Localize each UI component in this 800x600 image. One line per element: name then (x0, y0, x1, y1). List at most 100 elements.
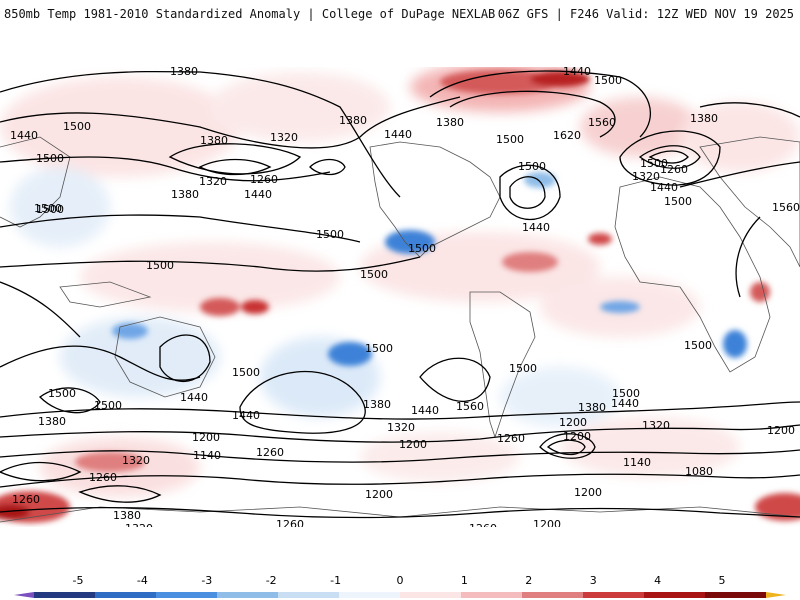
colorbar-segment (34, 592, 96, 598)
map-title: 850mb Temp 1981-2010 Standardized Anomal… (4, 7, 496, 21)
contour-label: 1380 (578, 401, 606, 414)
contour-label: 1500 (94, 399, 122, 412)
colorbar-segment (522, 592, 584, 598)
contour-label: 1380 (38, 415, 66, 428)
contour-label: 1320 (122, 454, 150, 467)
colorbar-segment (156, 592, 218, 598)
colorbar-tick-label: 1 (461, 574, 468, 587)
model-run-label: 06Z GFS | F246 Valid: 12Z WED NOV 19 202… (497, 7, 794, 21)
contour-label: 1440 (563, 67, 591, 78)
contour-label: 1200 (365, 488, 393, 501)
colorbar-max-arrow (766, 592, 786, 598)
colorbar-tick-label: 5 (719, 574, 726, 587)
colorbar-tick-label: 0 (397, 574, 404, 587)
contour-label: 1200 (563, 430, 591, 443)
contour-labels: 1380 1380 1440 1500 1500 1380 1320 1380 … (10, 67, 800, 527)
north-america-coast (369, 141, 501, 258)
contour-label: 1380 (170, 67, 198, 78)
south-america-coast (469, 291, 536, 439)
contour-label: 1200 (533, 518, 561, 527)
europe-africa-coast (614, 176, 771, 373)
contour-label: 1440 (384, 128, 412, 141)
contour-label: 1620 (553, 129, 581, 142)
contour-label: 1320 (632, 170, 660, 183)
colorbar-tick-label: -1 (330, 574, 341, 587)
anomaly-shading (0, 67, 800, 523)
contour-label: 1440 (411, 404, 439, 417)
colorbar-tick-label: 2 (525, 574, 532, 587)
colorbar-tick-label: -2 (266, 574, 277, 587)
contour-label: 1440 (650, 181, 678, 194)
contour-label: 1500 (316, 228, 344, 241)
contour-label: 1500 (518, 160, 546, 173)
contour-label: 1440 (522, 221, 550, 234)
contour-label: 1200 (767, 424, 795, 437)
contour-label: 1440 (180, 391, 208, 404)
header: 850mb Temp 1981-2010 Standardized Anomal… (0, 0, 800, 30)
contour-label: 1140 (193, 449, 221, 462)
contour-label: 1500 (232, 366, 260, 379)
australia-coast (114, 316, 216, 398)
contour-label: 1500 (63, 120, 91, 133)
contour-label: 1500 (408, 242, 436, 255)
contour-label: 1260 (250, 173, 278, 186)
contour-label: 1380 (363, 398, 391, 411)
contour-label: 1140 (623, 456, 651, 469)
contour-label: 1500 (496, 133, 524, 146)
contour-label: 1320 (387, 421, 415, 434)
contour-label: 1260 (497, 432, 525, 445)
contour-label: 1380 (200, 134, 228, 147)
contour-label: 1500 (612, 387, 640, 400)
indonesia-coast (59, 281, 152, 308)
contour-label: 1440 (232, 409, 260, 422)
contour-label: 1320 (642, 419, 670, 432)
contour-label: 1380 (690, 112, 718, 125)
asia-west-coast (0, 136, 71, 228)
contour-label: 1500 (48, 387, 76, 400)
colorbar-tick-label: -5 (73, 574, 84, 587)
contour-label: 1500 (365, 342, 393, 355)
height-contours (0, 70, 800, 519)
colorbar-tick-label: 3 (590, 574, 597, 587)
colorbar-segment (278, 592, 340, 598)
contour-label: 1560 (772, 201, 800, 214)
contour-label: 1260 (276, 518, 304, 527)
colorbar-tick-label: -3 (201, 574, 212, 587)
contour-label: 1500 (36, 203, 64, 216)
asia-coast (699, 136, 800, 268)
colorbar-segment (339, 592, 401, 598)
colorbar-tick-label: 4 (654, 574, 661, 587)
colorbar-min-arrow (14, 592, 34, 598)
contour-label: 1260 (256, 446, 284, 459)
contour-label: 1320 (125, 522, 153, 527)
colorbar-segment (583, 592, 645, 598)
contour-label: 1260 (89, 471, 117, 484)
contour-label: 1500 (34, 202, 62, 215)
contour-label: 1560 (588, 116, 616, 129)
contour-label: 1260 (469, 522, 497, 527)
colorbar: -5 -4 -3 -2 -1 0 1 2 3 4 5 (14, 574, 786, 598)
colorbar-segment (95, 592, 157, 598)
contour-label: 1200 (559, 416, 587, 429)
contour-label: 1500 (36, 152, 64, 165)
colorbar-segment (461, 592, 523, 598)
contour-label: 1380 (436, 116, 464, 129)
colorbar-segment (644, 592, 706, 598)
contour-label: 1500 (594, 74, 622, 87)
contour-label: 1380 (339, 114, 367, 127)
colorbar-tick-label: -4 (137, 574, 148, 587)
contour-label: 1200 (399, 438, 427, 451)
contour-label: 1380 (113, 509, 141, 522)
colorbar-segments (14, 592, 786, 598)
weather-map: 1380 1380 1440 1500 1500 1380 1320 1380 … (0, 67, 800, 527)
contour-label: 1320 (270, 131, 298, 144)
colorbar-ticks: -5 -4 -3 -2 -1 0 1 2 3 4 5 (73, 574, 726, 587)
contour-label: 1500 (509, 362, 537, 375)
contour-label: 1440 (611, 397, 639, 410)
colorbar-segment (400, 592, 462, 598)
contour-label: 1500 (640, 157, 668, 170)
contour-label: 1500 (684, 339, 712, 352)
colorbar-segment (217, 592, 279, 598)
contour-label: 1440 (10, 129, 38, 142)
contour-label: 1500 (360, 268, 388, 281)
